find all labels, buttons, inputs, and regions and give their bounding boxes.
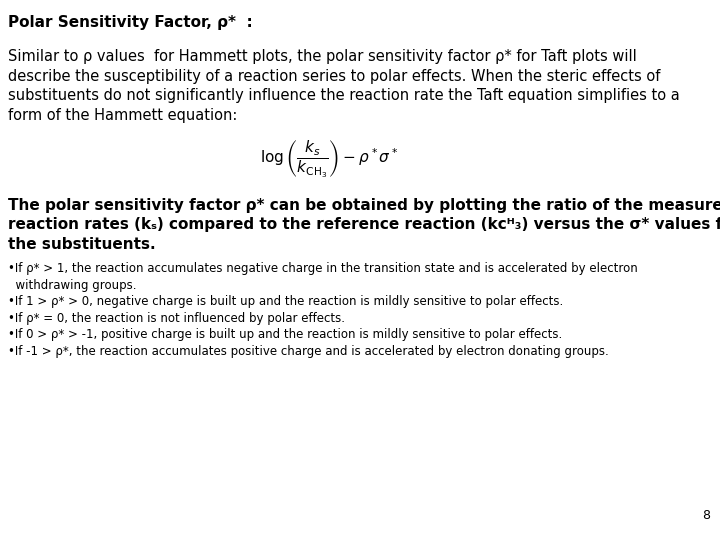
Text: The polar sensitivity factor ρ* can be obtained by plotting the ratio of the mea: The polar sensitivity factor ρ* can be o…	[8, 198, 720, 213]
Text: withdrawing groups.: withdrawing groups.	[8, 279, 137, 292]
Text: •If ρ* > 1, the reaction accumulates negative charge in the transition state and: •If ρ* > 1, the reaction accumulates neg…	[8, 262, 638, 275]
Text: •If 0 > ρ* > -1, positive charge is built up and the reaction is mildly sensitiv: •If 0 > ρ* > -1, positive charge is buil…	[8, 328, 562, 341]
Text: describe the susceptibility of a reaction series to polar effects. When the ster: describe the susceptibility of a reactio…	[8, 69, 660, 84]
Text: •If ρ* = 0, the reaction is not influenced by polar effects.: •If ρ* = 0, the reaction is not influenc…	[8, 312, 345, 325]
Text: •If 1 > ρ* > 0, negative charge is built up and the reaction is mildly sensitive: •If 1 > ρ* > 0, negative charge is built…	[8, 295, 563, 308]
Text: $\log \left( \dfrac{k_s}{k_{\mathrm{CH_3}}} \right) - \rho^*\sigma^*$: $\log \left( \dfrac{k_s}{k_{\mathrm{CH_3…	[260, 138, 398, 179]
Text: Similar to ρ values  for Hammett plots, the polar sensitivity factor ρ* for Taft: Similar to ρ values for Hammett plots, t…	[8, 49, 636, 64]
Text: reaction rates (kₛ) compared to the reference reaction (kᴄᴴ₃) versus the σ* valu: reaction rates (kₛ) compared to the refe…	[8, 217, 720, 232]
Text: 8: 8	[702, 509, 710, 522]
Text: form of the Hammett equation:: form of the Hammett equation:	[8, 107, 238, 123]
Text: substituents do not significantly influence the reaction rate the Taft equation : substituents do not significantly influe…	[8, 88, 680, 103]
Text: Polar Sensitivity Factor, ρ*  :: Polar Sensitivity Factor, ρ* :	[8, 15, 253, 30]
Text: the substituents.: the substituents.	[8, 237, 156, 252]
Text: •If -1 > ρ*, the reaction accumulates positive charge and is accelerated by elec: •If -1 > ρ*, the reaction accumulates po…	[8, 345, 608, 357]
